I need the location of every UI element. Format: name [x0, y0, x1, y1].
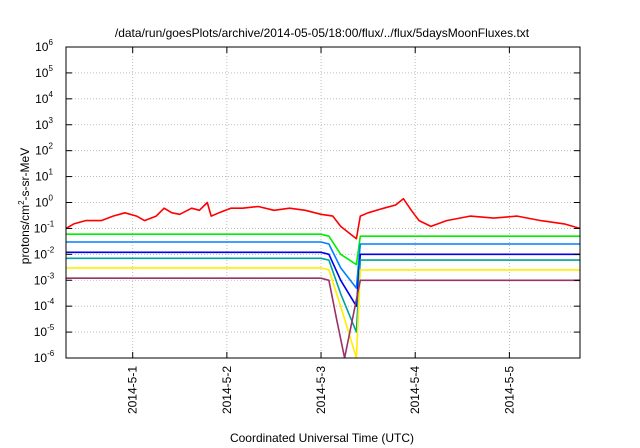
- y-axis-label: protons/cm2-s-sr-MeV: [17, 148, 32, 264]
- series-line-5: [66, 257, 580, 333]
- y-tick-label-base: 10: [35, 170, 49, 184]
- chart-title: /data/run/goesPlots/archive/2014-05-05/1…: [115, 26, 530, 40]
- y-tick-label-exponent: -1: [47, 219, 55, 228]
- y-tick-label-base: 10: [34, 221, 48, 235]
- x-ticks: 2014-5-1 2014-5-2 2014-5-3 2014-5-4 2014-5-5: [126, 47, 516, 414]
- y-tick-label: 10-2: [34, 245, 55, 261]
- y-axis-label-base: protons/cm: [18, 205, 32, 264]
- x-tick-label: 2014-5-2: [220, 366, 234, 414]
- series-line-1: [66, 197, 580, 240]
- y-tick-label: 103: [35, 116, 53, 132]
- y-tick-label-base: 10: [35, 92, 49, 106]
- y-tick-label: 10-3: [34, 271, 55, 287]
- y-tick-label: 106: [35, 38, 53, 54]
- y-tick-label-base: 10: [35, 118, 49, 132]
- y-tick-label-base: 10: [34, 299, 48, 313]
- y-tick-label: 10-1: [34, 219, 55, 235]
- y-tick-label-exponent: 1: [48, 168, 53, 177]
- y-tick-label-exponent: -4: [47, 297, 55, 306]
- x-tick-label: 2014-5-4: [408, 366, 422, 414]
- y-tick-label: 100: [35, 194, 53, 210]
- y-tick-label-base: 10: [35, 40, 49, 54]
- y-tick-label-base: 10: [34, 273, 48, 287]
- y-tick-label: 102: [35, 142, 53, 158]
- y-tick-label-exponent: 2: [48, 142, 53, 151]
- x-tick-label: 2014-5-1: [126, 366, 140, 414]
- y-tick-label: 101: [35, 168, 53, 184]
- y-tick-label-exponent: 0: [48, 194, 53, 203]
- y-tick-label-base: 10: [35, 66, 49, 80]
- y-tick-label-exponent: 5: [48, 64, 53, 73]
- series-line-2: [66, 233, 580, 266]
- y-tick-label-base: 10: [34, 247, 48, 261]
- y-tick-label: 104: [35, 90, 53, 106]
- x-tick-label: 2014-5-5: [502, 366, 516, 414]
- plot-frame: [65, 46, 581, 359]
- y-axis-label-sup: 2: [17, 200, 26, 205]
- y-tick-label-exponent: 3: [48, 116, 53, 125]
- y-tick-label-exponent: -5: [47, 323, 55, 332]
- y-tick-label-base: 10: [34, 351, 48, 365]
- y-tick-label-base: 10: [35, 196, 49, 210]
- series-line-6: [66, 267, 580, 358]
- y-ticks: 10-610-510-410-310-210-11001011021031041…: [34, 38, 580, 365]
- plot-area-border: [65, 46, 581, 359]
- x-tick-label: 2014-5-3: [314, 366, 328, 414]
- y-tick-label-exponent: 4: [48, 90, 53, 99]
- y-tick-label: 105: [35, 64, 53, 80]
- y-tick-label-exponent: -2: [47, 245, 55, 254]
- y-tick-label-base: 10: [35, 144, 49, 158]
- y-tick-label-base: 10: [34, 325, 48, 339]
- series-line-4: [66, 251, 580, 307]
- y-tick-label: 10-6: [34, 349, 55, 365]
- series-line-7: [66, 277, 580, 358]
- x-axis-label: Coordinated Universal Time (UTC): [230, 431, 414, 445]
- grid: [66, 47, 580, 358]
- y-tick-label: 10-4: [34, 297, 55, 313]
- y-axis-label-rest: -s-sr-MeV: [18, 148, 32, 201]
- series-line-3: [66, 241, 580, 289]
- y-tick-label-exponent: -6: [47, 349, 55, 358]
- series-group: [66, 197, 580, 358]
- y-tick-label-exponent: -3: [47, 271, 55, 280]
- y-tick-label: 10-5: [34, 323, 55, 339]
- y-tick-label-exponent: 6: [48, 38, 53, 47]
